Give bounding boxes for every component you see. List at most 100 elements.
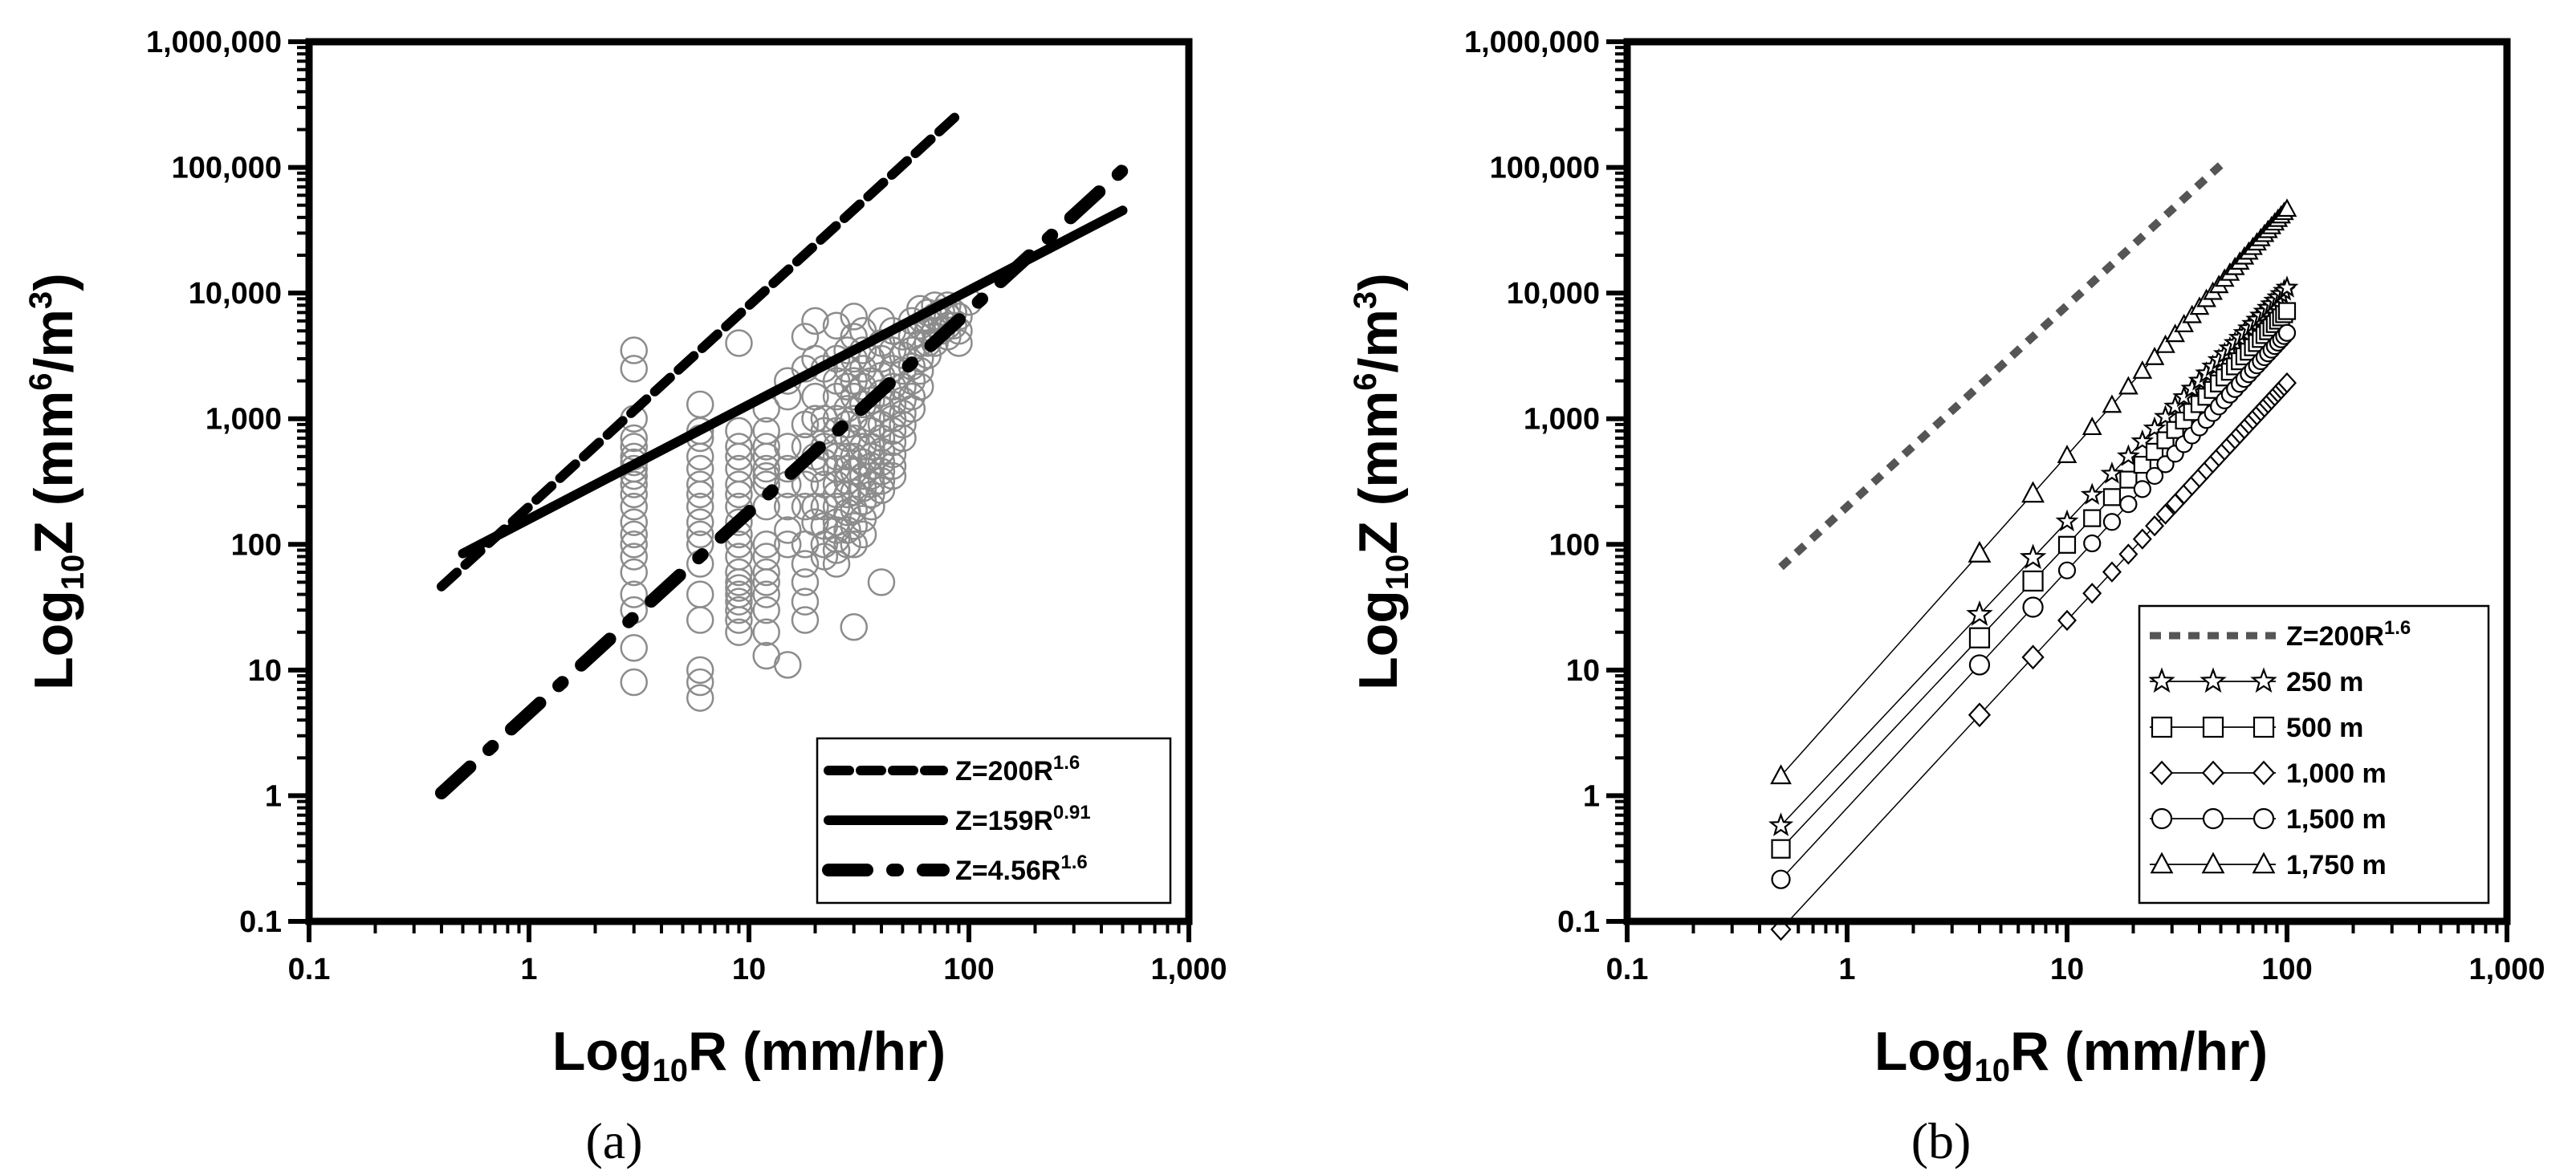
scatter-point — [752, 568, 780, 596]
y-tick-label: 1,000,000 — [146, 26, 282, 59]
y-tick-label: 10,000 — [1507, 277, 1600, 311]
marker-square — [2277, 302, 2297, 320]
panel-b-x-axis-title: Log10R (mm/hr) — [1874, 1021, 2268, 1088]
marker-star — [2080, 482, 2104, 505]
marker-diamond — [2057, 609, 2077, 632]
fit-line-dashdot — [434, 164, 1129, 799]
y-tick-label: 1 — [1583, 779, 1600, 813]
marker-circle — [2022, 596, 2044, 618]
scatter-point — [878, 452, 907, 480]
scatter-point — [752, 454, 780, 483]
scatter-point — [686, 390, 714, 419]
scatter-point — [686, 508, 714, 536]
marker-circle — [2252, 807, 2275, 830]
scatter-point — [752, 580, 780, 608]
scatter-point — [686, 580, 714, 608]
marker-circle — [2057, 561, 2077, 579]
y-tick-label: 10,000 — [189, 277, 282, 311]
series-star — [1768, 275, 2299, 836]
marker-triangle — [2155, 334, 2175, 353]
x-tick-label: 0.1 — [1606, 953, 1649, 986]
marker-star — [2154, 405, 2177, 427]
marker-diamond — [2201, 760, 2225, 786]
y-tick-label: 100 — [231, 528, 282, 562]
scatter-point — [686, 442, 714, 471]
marker-circle — [2133, 480, 2151, 498]
marker-triangle — [2118, 376, 2139, 395]
scatter-point — [686, 684, 714, 712]
scatter-point — [620, 543, 648, 571]
scatter-point — [773, 492, 802, 521]
panel-b-legend-box — [2138, 604, 2490, 905]
scatter-point — [725, 574, 753, 602]
scatter-point — [620, 508, 648, 536]
x-tick-label: 1 — [520, 953, 537, 986]
y-tick-label: 0.1 — [1557, 905, 1600, 939]
marker-star — [1768, 812, 1794, 836]
x-tick-label: 10 — [732, 953, 766, 986]
scatter-point — [686, 656, 714, 685]
marker-triangle — [2165, 323, 2185, 343]
y-tick-label: 1,000,000 — [1464, 26, 1600, 59]
scatter-point — [620, 480, 648, 509]
marker-triangle — [2201, 852, 2225, 874]
scatter-point — [857, 386, 885, 415]
panel-a-scatter — [620, 287, 983, 712]
y-tick-label: 100,000 — [172, 152, 282, 185]
marker-diamond — [2252, 760, 2276, 786]
scatter-point — [686, 520, 714, 549]
scatter-point — [620, 492, 648, 521]
scatter-point — [905, 372, 934, 400]
marker-diamond — [2145, 515, 2165, 537]
scatter-point — [752, 596, 780, 624]
series-square — [1771, 302, 2297, 859]
scatter-point — [620, 520, 648, 549]
scatter-point — [620, 424, 648, 453]
scatter-point — [889, 424, 917, 453]
marker-square — [2057, 535, 2077, 554]
legend-label: 250 m — [2286, 667, 2363, 697]
series-triangle — [1770, 198, 2297, 785]
marker-triangle — [2132, 360, 2153, 379]
scatter-point — [725, 417, 753, 445]
marker-diamond — [2150, 760, 2174, 786]
marker-circle — [1771, 869, 1791, 889]
marker-diamond — [2132, 528, 2152, 550]
scatter-point — [945, 329, 973, 357]
panel-b-y-axis-title: Log10Z (mm6/m3) — [1348, 273, 1415, 690]
scatter-point — [840, 612, 868, 641]
legend-label: 1,750 m — [2286, 850, 2387, 880]
scatter-point — [725, 470, 753, 498]
marker-star — [2148, 667, 2175, 693]
scatter-point — [725, 329, 753, 357]
x-tick-label: 10 — [2050, 953, 2084, 986]
scatter-point — [752, 531, 780, 559]
marker-diamond — [2155, 503, 2175, 525]
scatter-point — [752, 618, 780, 646]
marker-square — [2102, 488, 2122, 506]
marker-triangle — [2057, 445, 2077, 464]
x-tick-label: 1,000 — [2468, 953, 2545, 986]
marker-circle — [1968, 654, 1991, 676]
scatter-point — [620, 580, 648, 608]
marker-circle — [2083, 534, 2102, 553]
x-tick-label: 1,000 — [1150, 953, 1227, 986]
scatter-point — [620, 634, 648, 662]
marker-triangle — [2150, 852, 2174, 874]
legend-label: Z=200R1.6 — [955, 752, 1080, 787]
legend-label: Z=200R1.6 — [2286, 617, 2411, 652]
scatter-point — [857, 492, 885, 521]
scatter-point — [822, 311, 851, 340]
scatter-point — [878, 440, 907, 469]
scatter-point — [791, 606, 820, 634]
x-tick-label: 0.1 — [288, 953, 331, 986]
scatter-point — [686, 668, 714, 697]
marker-diamond — [1968, 702, 1992, 728]
marker-star — [2275, 275, 2299, 298]
marker-triangle — [2174, 313, 2194, 332]
panel-a-tick-labels: 0.1 1 10 100 1,000 0.1 1 10 100 1,000 10,000 100,00… — [146, 26, 1227, 986]
scatter-point — [833, 516, 861, 544]
scatter-point — [822, 344, 851, 373]
scatter-point — [840, 424, 868, 453]
panel-b-tick-labels: 0.1 1 10 100 1,000 0.1 1 10 100 1,000 10,000 100,00… — [1464, 26, 2545, 986]
